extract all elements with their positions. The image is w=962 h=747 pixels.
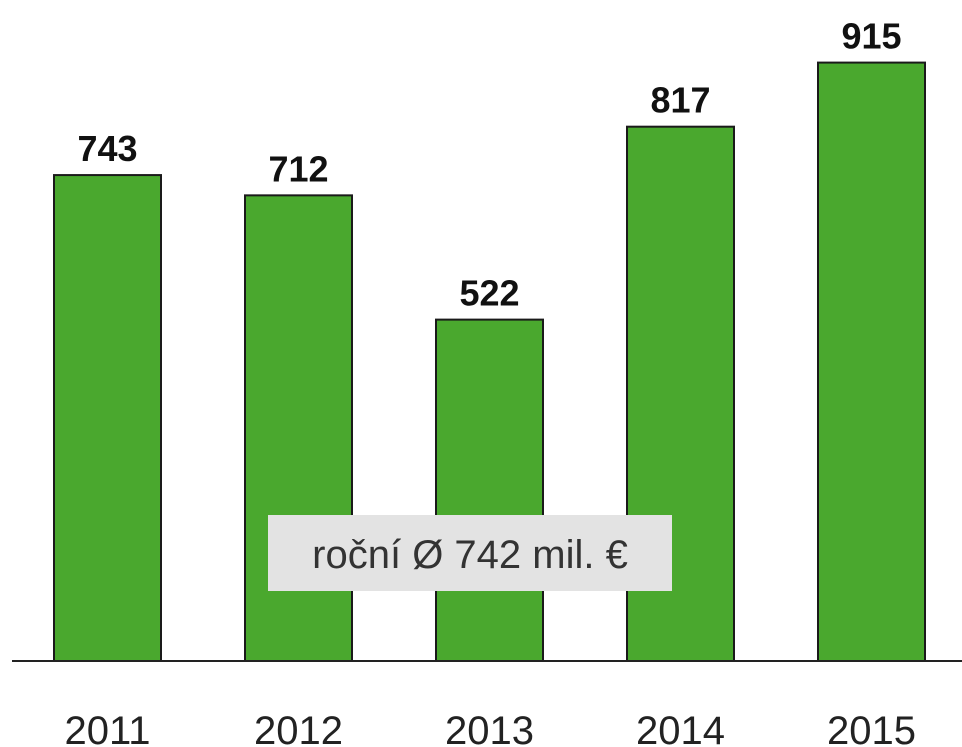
- x-tick-label: 2012: [254, 709, 343, 747]
- x-tick-label: 2015: [827, 709, 916, 747]
- bar: [435, 318, 544, 662]
- data-label: 743: [77, 128, 137, 169]
- x-tick-label: 2013: [445, 709, 534, 747]
- data-label: 915: [841, 16, 901, 57]
- bar: [817, 61, 926, 662]
- x-tick-label: 2014: [636, 709, 725, 747]
- data-label: 522: [459, 273, 519, 314]
- annotation-box: [268, 515, 672, 591]
- bar: [244, 194, 353, 663]
- x-tick-label: 2011: [64, 709, 150, 747]
- annotation: roční Ø 742 mil. €: [312, 533, 628, 577]
- bar: [53, 174, 162, 662]
- data-label: 712: [268, 148, 328, 189]
- data-label: 817: [650, 80, 710, 121]
